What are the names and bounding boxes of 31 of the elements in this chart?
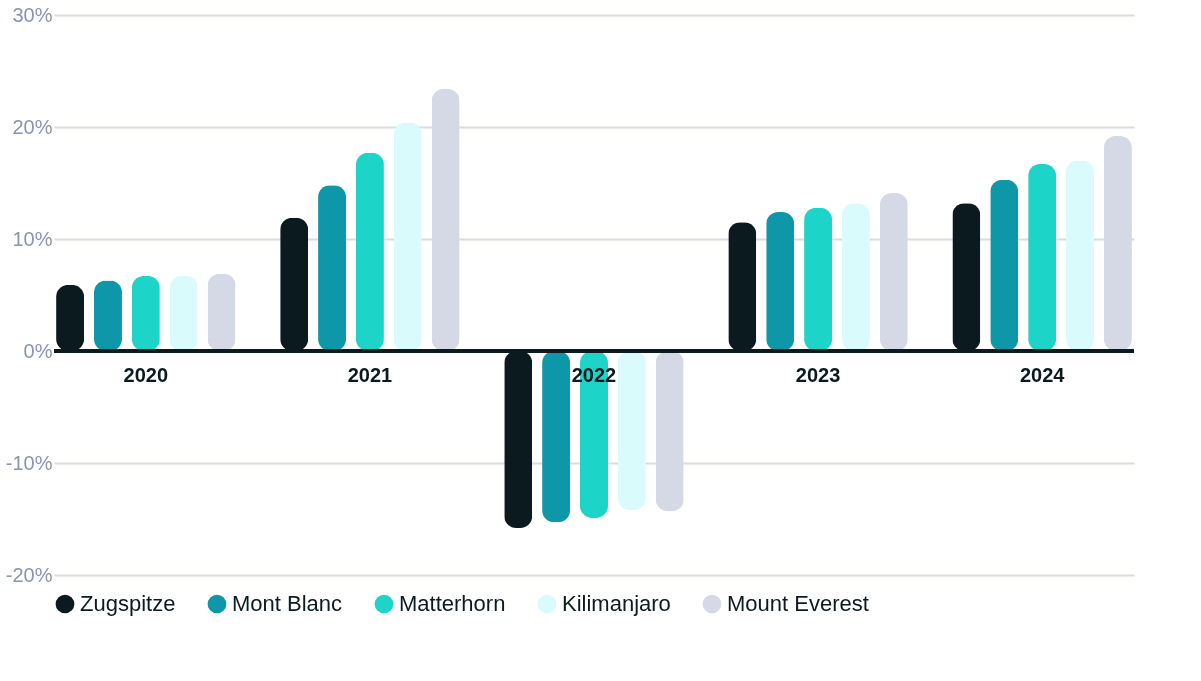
bar [1028, 163, 1057, 351]
legend-label: Kilimanjaro [562, 591, 671, 616]
bar [355, 152, 384, 351]
legend-label: Mount Everest [727, 591, 869, 616]
legend-label: Zugspitze [80, 591, 176, 616]
bar [393, 122, 422, 351]
bar [207, 273, 236, 351]
x-tick-label: 2020 [123, 363, 169, 386]
y-tick-label: -10% [5, 451, 53, 474]
bar [318, 185, 347, 351]
bar [280, 217, 309, 351]
x-tick-label: 2024 [1019, 363, 1066, 386]
x-tick-label: 2023 [795, 363, 841, 386]
bar [952, 203, 981, 351]
x-tick-label: 2021 [347, 363, 393, 386]
bar [990, 179, 1019, 351]
y-tick-label: 0% [23, 339, 53, 362]
bar [728, 222, 757, 351]
bar [1066, 160, 1095, 351]
y-tick-label: 20% [12, 115, 53, 138]
bar [841, 203, 870, 351]
y-tick-label: 10% [12, 227, 53, 250]
bar [766, 212, 795, 351]
legend-label: Mont Blanc [232, 591, 343, 616]
y-tick-label: 30% [12, 3, 53, 26]
bar [617, 351, 646, 511]
legend-label: Matterhorn [399, 591, 506, 616]
bar [804, 207, 833, 351]
bar [504, 351, 533, 528]
bar [542, 351, 571, 523]
y-tick-label: -20% [5, 563, 53, 586]
